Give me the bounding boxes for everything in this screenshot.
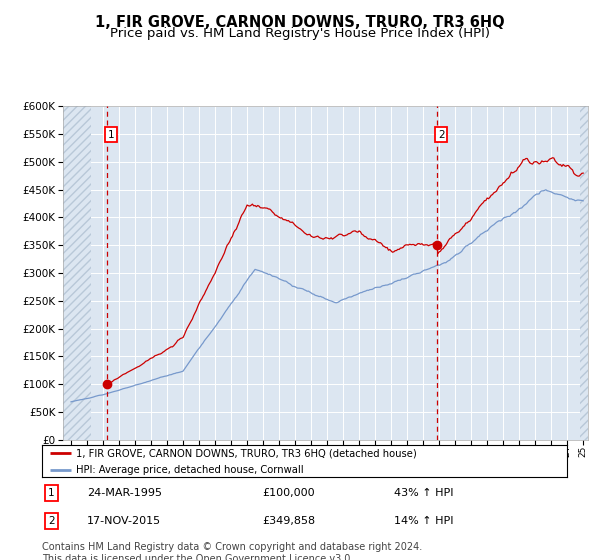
Text: 1, FIR GROVE, CARNON DOWNS, TRURO, TR3 6HQ (detached house): 1, FIR GROVE, CARNON DOWNS, TRURO, TR3 6… [76,449,417,459]
Bar [63,106,91,440]
Text: 17-NOV-2015: 17-NOV-2015 [86,516,161,526]
Text: HPI: Average price, detached house, Cornwall: HPI: Average price, detached house, Corn… [76,465,304,475]
Text: Contains HM Land Registry data © Crown copyright and database right 2024.
This d: Contains HM Land Registry data © Crown c… [42,542,422,560]
Text: 24-MAR-1995: 24-MAR-1995 [86,488,161,498]
Text: Price paid vs. HM Land Registry's House Price Index (HPI): Price paid vs. HM Land Registry's House … [110,27,490,40]
Text: 14% ↑ HPI: 14% ↑ HPI [394,516,453,526]
Text: 2: 2 [48,516,55,526]
Text: 1: 1 [48,488,55,498]
Text: 2: 2 [438,130,445,140]
Text: £100,000: £100,000 [263,488,315,498]
Bar [580,106,591,440]
Text: 43% ↑ HPI: 43% ↑ HPI [394,488,453,498]
Text: 1: 1 [107,130,114,140]
Text: £349,858: £349,858 [263,516,316,526]
Text: 1, FIR GROVE, CARNON DOWNS, TRURO, TR3 6HQ: 1, FIR GROVE, CARNON DOWNS, TRURO, TR3 6… [95,15,505,30]
